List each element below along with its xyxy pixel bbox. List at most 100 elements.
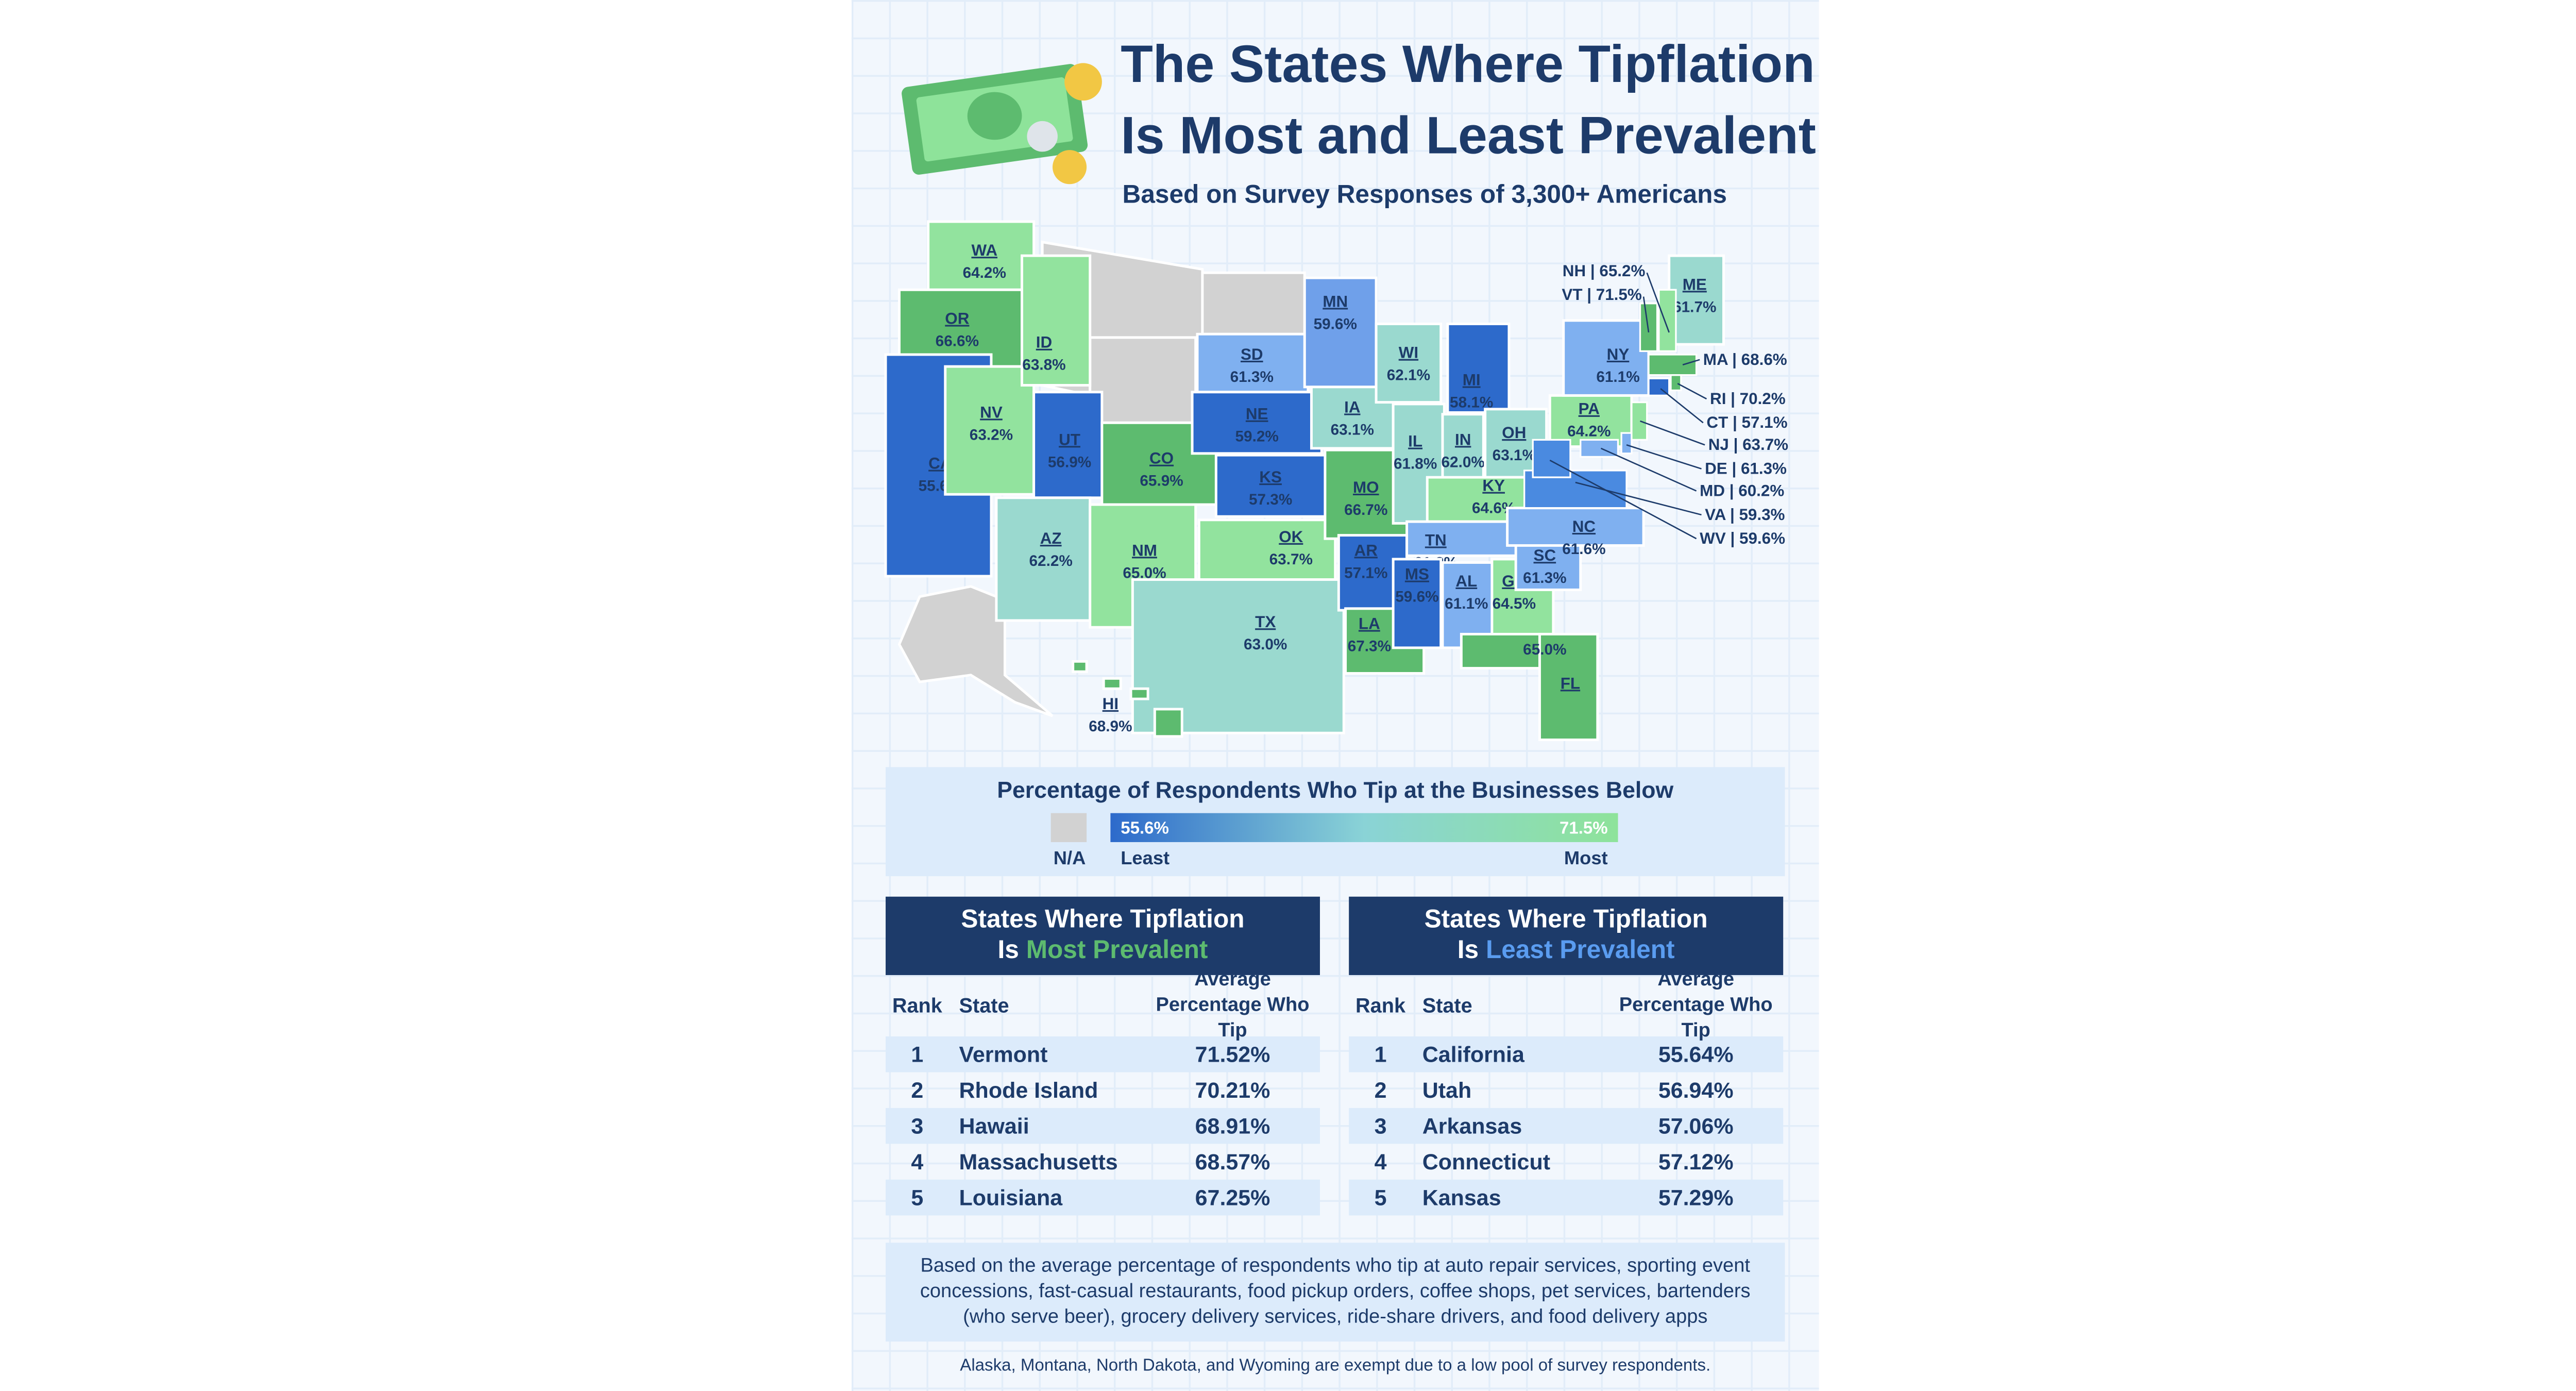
column-header: Average Percentage Who Tip <box>1619 969 1773 1041</box>
state-value: 64.5% <box>1493 595 1536 612</box>
state-value: 64.2% <box>963 264 1006 281</box>
state-value: 64.2% <box>1567 423 1611 440</box>
state-shape <box>1446 322 1511 414</box>
table: States Where Tipflation Is Most Prevalent… <box>886 896 1320 1216</box>
table-cell: Massachusetts <box>959 1149 1118 1175</box>
callout: NH | 65.2% <box>1563 262 1646 280</box>
state-abbr: OR <box>945 309 969 327</box>
state-abbr: UT <box>1059 430 1080 448</box>
state-shape <box>1506 507 1645 547</box>
state-value: 56.9% <box>1048 454 1091 471</box>
callout: VT | 71.5% <box>1562 286 1641 304</box>
state-value: 61.1% <box>1596 368 1639 386</box>
state-value: 61.3% <box>1230 368 1274 386</box>
money-icon <box>902 63 1102 185</box>
callout: WV | 59.6% <box>1700 529 1785 547</box>
table-cell: 68.57% <box>1195 1149 1270 1175</box>
state-shape <box>995 496 1092 622</box>
column-headers: Rank State Average Percentage Who Tip <box>886 969 1320 1041</box>
states: WA64.2%OR66.6%CA55.6%NV63.2%ID63.8%UT56.… <box>884 220 1725 741</box>
state-abbr: MN <box>1323 292 1348 310</box>
table-title-highlight: Most Prevalent <box>1026 935 1208 965</box>
state-abbr: NV <box>980 403 1003 421</box>
state-abbr: MO <box>1353 478 1379 496</box>
table-title-prefix: Is <box>997 935 1019 965</box>
state-value: 65.0% <box>1523 641 1566 658</box>
table-cell: 3 <box>911 1113 924 1139</box>
state-shape <box>1129 687 1149 700</box>
state-abbr: ID <box>1036 333 1052 351</box>
table-title-line: Is Most Prevalent <box>886 936 1320 967</box>
state-abbr: FL <box>1561 674 1580 692</box>
table-title: States Where Tipflation <box>961 905 1245 934</box>
state-shape <box>1197 518 1337 581</box>
state-value: 66.7% <box>1344 501 1387 518</box>
table-cell: 3 <box>1374 1113 1387 1139</box>
state-abbr: SD <box>1241 345 1263 363</box>
exempt-note: Alaska, Montana, North Dakota, and Wyomi… <box>960 1356 1711 1376</box>
state-abbr: NE <box>1246 405 1268 423</box>
callout: CT | 57.1% <box>1706 413 1787 431</box>
table-row: 4 Massachusetts 68.57% <box>886 1144 1320 1179</box>
state-shape <box>1392 403 1446 525</box>
callout: DE | 61.3% <box>1705 460 1787 478</box>
state-abbr: MS <box>1405 565 1429 583</box>
state-shape <box>1072 660 1088 673</box>
state-value: 59.6% <box>1314 315 1357 332</box>
table-title-prefix: Is <box>1457 935 1479 965</box>
title: Is Most and Least Prevalent <box>1121 106 1816 165</box>
state-shape <box>1303 276 1378 389</box>
legend-max: 71.5% <box>1560 818 1608 837</box>
table-header: States Where Tipflation Is Most Prevalent <box>886 896 1320 975</box>
title: The States Where Tipflation <box>1121 34 1815 93</box>
table-row: 5 Kansas 57.29% <box>1349 1179 1784 1216</box>
legend-least: Least <box>1121 847 1170 868</box>
state-value: 68.9% <box>1089 718 1132 735</box>
table: States Where Tipflation Is Least Prevalen… <box>1349 896 1784 1216</box>
table-cell: 56.94% <box>1658 1077 1734 1103</box>
state-value: 61.6% <box>1562 541 1605 558</box>
state-shape <box>1021 254 1092 387</box>
state-value: 62.0% <box>1442 454 1485 471</box>
table-cell: 57.12% <box>1658 1149 1734 1175</box>
state-shape <box>1375 322 1443 404</box>
table-row: 3 Hawaii 68.91% <box>886 1108 1320 1144</box>
state-value: 59.2% <box>1235 428 1279 445</box>
table-cell: Kansas <box>1422 1184 1501 1211</box>
state-shape <box>1131 578 1345 734</box>
state-value: 67.3% <box>1348 638 1391 655</box>
table-row: 2 Utah 56.94% <box>1349 1072 1783 1108</box>
table-cell: Arkansas <box>1422 1113 1522 1139</box>
callout: VA | 59.3% <box>1705 506 1785 524</box>
table-cell: 70.21% <box>1195 1077 1270 1103</box>
state-abbr: NC <box>1572 517 1596 535</box>
column-headers: Rank State Average Percentage Who Tip <box>1349 969 1783 1041</box>
column-header: State <box>959 994 1009 1018</box>
table-cell: 57.29% <box>1658 1184 1734 1211</box>
state-shape <box>1668 254 1725 346</box>
table-row: 5 Louisiana 67.25% <box>886 1179 1320 1216</box>
callout: MD | 60.2% <box>1700 482 1784 500</box>
state-value: 63.7% <box>1269 551 1313 568</box>
table-cell: 5 <box>1374 1184 1387 1211</box>
state-abbr: AZ <box>1040 529 1062 547</box>
state-value: 65.9% <box>1140 473 1183 490</box>
table-cell: 57.06% <box>1658 1113 1734 1139</box>
state-abbr: KS <box>1259 468 1282 486</box>
table-row: 1 California 55.64% <box>1349 1036 1784 1072</box>
small-states <box>1523 289 1698 509</box>
legend-title: Percentage of Respondents Who Tip at the… <box>997 778 1673 803</box>
footnote-text: Based on the average percentage of respo… <box>920 1255 1751 1327</box>
table-row: 3 Arkansas 57.06% <box>1349 1108 1784 1144</box>
state-value: 61.3% <box>1523 569 1566 586</box>
state-abbr: HI <box>1103 695 1118 713</box>
table-cell: Hawaii <box>959 1113 1029 1139</box>
footnote: Based on the average percentage of respo… <box>886 1243 1785 1342</box>
state-shape <box>1102 677 1122 690</box>
state-shape <box>1191 391 1323 455</box>
state-value: 63.1% <box>1493 447 1536 464</box>
state-abbr: ME <box>1683 275 1707 293</box>
na-swatch <box>1050 813 1087 842</box>
